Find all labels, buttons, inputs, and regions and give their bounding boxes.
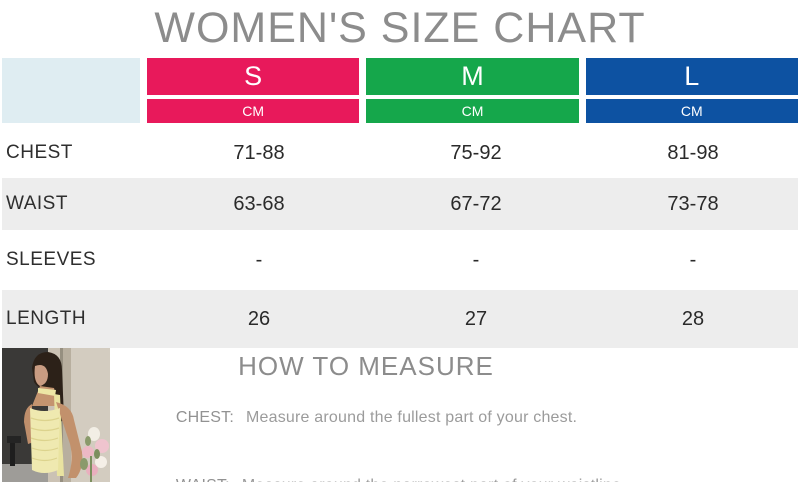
cell-value: 73-78 [667, 192, 719, 215]
how-to-measure-heading: HOW TO MEASURE [238, 351, 494, 381]
size-chart-table: S M L CM CM CM CHEST 71-88 75-92 81-98 W… [0, 58, 800, 348]
cell-value: 67-72 [450, 192, 502, 215]
measure-item-text: Measure around the fullest part of your … [245, 409, 578, 426]
how-to-measure-section: HOW TO MEASURE CHEST: Measure around the … [0, 348, 800, 482]
unit-cell-s: CM [147, 99, 360, 123]
row-label: SLEEVES [6, 249, 97, 270]
size-col-m: M [366, 58, 579, 95]
cell-value: 63-68 [233, 192, 285, 215]
product-photo-illustration [2, 348, 110, 482]
corner-cell [2, 58, 140, 123]
row-label: LENGTH [6, 308, 87, 329]
unit-cell-m: CM [366, 99, 579, 123]
size-chart-body: CHEST 71-88 75-92 81-98 WAIST 63-68 67-7… [2, 128, 798, 348]
product-photo [2, 348, 110, 482]
row-label: CHEST [6, 142, 73, 163]
measure-item-label: CHEST: [175, 409, 234, 426]
cell-value: - [689, 248, 697, 271]
table-row-chest: CHEST 71-88 75-92 81-98 [2, 128, 798, 178]
cell-value: 71-88 [233, 141, 285, 164]
size-col-s: S [147, 58, 360, 95]
page-title: WOMEN'S SIZE CHART [154, 4, 646, 52]
table-row-waist: WAIST 63-68 67-72 73-78 [2, 178, 798, 230]
cell-value: 26 [247, 307, 271, 330]
unit-cell-l: CM [585, 99, 798, 123]
cell-value: 75-92 [450, 141, 502, 164]
row-label: WAIST [6, 193, 68, 214]
how-to-measure: HOW TO MEASURE CHEST: Measure around the … [110, 348, 626, 482]
cell-value: - [255, 248, 263, 271]
size-col-l: L [585, 58, 798, 95]
table-row-length: LENGTH 26 27 28 [2, 290, 798, 348]
cell-value: 27 [464, 307, 488, 330]
measure-item-chest: CHEST: Measure around the fullest part of… [110, 391, 622, 445]
measure-item-waist: WAIST: Measure around the narrowest part … [110, 459, 626, 482]
cell-value: 28 [681, 307, 705, 330]
size-chart-header: S M L CM CM CM [2, 58, 798, 123]
measure-item-label: WAIST: [176, 477, 230, 482]
cell-value: 81-98 [667, 141, 719, 164]
table-row-sleeves: SLEEVES - - - [2, 230, 798, 290]
measure-item-text: Measure around the narrowest part of you… [242, 477, 626, 482]
cell-value: - [472, 248, 480, 271]
